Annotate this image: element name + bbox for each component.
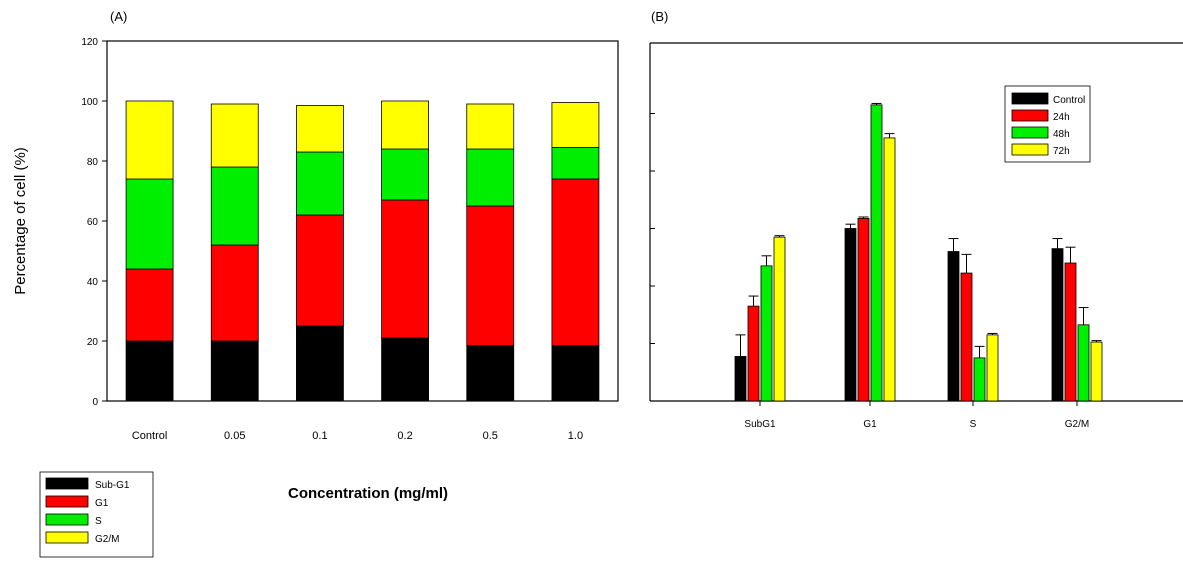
panel-a-x-tick-label: 1.0 [568,430,583,442]
legend-swatch-sub-g1 [45,477,89,490]
panel-a-label: (A) [110,9,127,24]
bar-s-0-1 [296,151,344,216]
bar-sub-g1-control [125,340,174,402]
bar-s-1-0 [551,147,600,180]
legend-swatch-g1 [45,495,89,508]
panel-a-x-tick-label: 0.5 [483,430,498,442]
legend-label-48h: 48h [1053,129,1070,140]
bar-24h-g2-m [1064,262,1077,402]
bar-s-0-2 [381,148,429,201]
legend-label-control: Control [1053,95,1085,106]
bar-g1-0-2 [381,199,429,339]
bar-72h-g2-m [1090,341,1103,402]
panel-a-x-tick-label: 0.2 [397,430,412,442]
panel-b-label: (B) [651,9,668,24]
panel-a-x-tick-label: 0.05 [224,430,245,442]
bar-g2-m-control [125,100,174,180]
bar-sub-g1-0-2 [381,337,429,402]
bar-g2-m-0-5 [466,103,515,150]
panel-a-y-axis: 0 20 40 60 80 100 120 [81,37,107,408]
panel-a-y-tick-label: 0 [92,397,98,408]
legend-swatch-g2-m [45,531,89,544]
bar-g1-0-05 [210,244,259,342]
legend-label-72h: 72h [1053,146,1070,157]
bar-48h-g2-m [1077,324,1090,402]
legend-label-24h: 24h [1053,112,1070,123]
bar-24h-subg1 [747,305,760,402]
panel-b-x-tick-label: G1 [863,419,877,430]
panel-a-y-tick-label: 100 [81,97,98,108]
bar-sub-g1-0-1 [296,325,344,402]
panel-a-plot-frame [106,40,619,402]
panel-b-x-axis: SubG1 G1 S G2/M [744,401,1089,430]
panel-a-bars [125,100,600,402]
panel-b-grouped-chart: (B) SubG1 G1 S G2/M Control 24h 48h 72h [649,9,1183,430]
panel-a-x-tick-label: Control [132,430,167,442]
panel-a-y-tick-label: 40 [87,277,99,288]
bar-48h-subg1 [760,265,773,402]
panel-a-stacked-chart: (A) 0 20 40 60 80 100 120 Control 0.05 0.1 0.2 0.5… [12,9,619,558]
bar-g1-0-5 [466,205,515,346]
legend-swatch-s [45,513,89,526]
bar-g2-m-0-05 [210,103,259,168]
panel-a-y-tick-label: 120 [81,37,98,48]
bar-g2-m-1-0 [551,102,600,148]
panel-a-legend: Sub-G1 G1 S G2/M [39,471,154,558]
panel-a-y-tick-label: 60 [87,217,99,228]
panel-a-y-axis-title: Percentage of cell (%) [12,147,29,295]
panel-b-x-tick-label: G2/M [1065,419,1089,430]
legend-swatch-control [1011,92,1049,105]
panel-a-x-tick-label: 0.1 [312,430,327,442]
bar-s-0-05 [210,166,259,246]
bar-48h-s [973,357,986,402]
bar-72h-subg1 [773,236,786,402]
panel-a-y-tick-label: 20 [87,337,99,348]
bar-24h-s [960,272,973,402]
bar-sub-g1-0-05 [210,340,259,402]
legend-swatch-72h [1011,143,1049,156]
bar-g1-0-1 [296,214,344,327]
panel-b-x-tick-label: SubG1 [744,419,776,430]
bar-48h-g1 [870,104,883,402]
panel-b-x-tick-label: S [970,419,977,430]
bar-24h-g1 [857,218,870,402]
bar-control-subg1 [734,356,747,402]
legend-label-sub-g1: Sub-G1 [95,480,130,491]
legend-swatch-24h [1011,109,1049,122]
panel-b-bars [734,102,1103,402]
bar-s-0-5 [466,148,515,207]
panel-b-y-axis [650,113,655,344]
legend-swatch-48h [1011,126,1049,139]
bar-72h-g1 [883,137,896,402]
panel-a-y-tick-label: 80 [87,157,99,168]
panel-a-x-axis-title: Concentration (mg/ml) [288,485,448,502]
panel-a-x-axis: Control 0.05 0.1 0.2 0.5 1.0 [132,430,583,442]
bar-g2-m-0-2 [381,100,429,150]
bar-g2-m-0-1 [296,105,344,153]
legend-label-g1: G1 [95,498,109,509]
bar-sub-g1-0-5 [466,345,515,402]
bar-control-s [947,251,960,402]
bar-control-g2-m [1051,248,1064,402]
bar-control-g1 [844,228,857,402]
legend-label-s: S [95,516,102,527]
panel-b-legend: Control 24h 48h 72h [1004,85,1091,163]
bar-g1-1-0 [551,178,600,346]
bar-72h-s [986,334,999,402]
bar-g1-control [125,268,174,342]
bar-s-control [125,178,174,270]
legend-label-g2-m: G2/M [95,534,119,545]
bar-sub-g1-1-0 [551,345,600,402]
